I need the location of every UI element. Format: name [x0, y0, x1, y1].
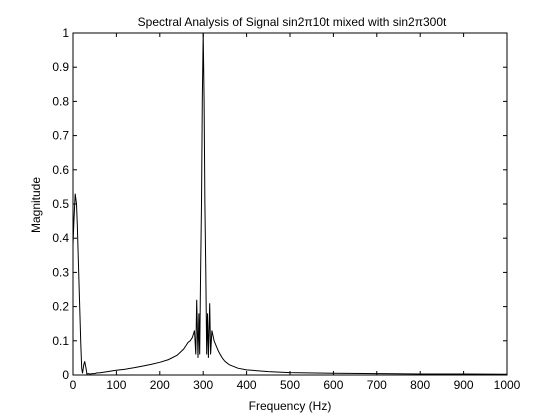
x-axis-label: Frequency (Hz) [249, 399, 332, 413]
x-tick-label: 100 [106, 378, 126, 392]
x-tick-label: 900 [454, 378, 474, 392]
x-tick-label: 600 [323, 378, 343, 392]
y-tick-label: 1 [62, 26, 69, 40]
plot-area-frame [72, 32, 508, 376]
y-tick-label: 0.6 [52, 163, 69, 177]
y-tick-label: 0.7 [52, 129, 69, 143]
y-tick-label: 0.4 [52, 231, 69, 245]
x-tick-label: 0 [70, 378, 77, 392]
x-tick-label: 400 [237, 378, 257, 392]
y-tick-label: 0.3 [52, 265, 69, 279]
x-tick-label: 800 [410, 378, 430, 392]
x-tick-label: 200 [150, 378, 170, 392]
y-tick-label: 0.9 [52, 60, 69, 74]
x-tick-label: 500 [280, 378, 300, 392]
x-tick-label: 1000 [494, 378, 521, 392]
y-axis-label: Magnitude [29, 177, 43, 233]
y-tick-label: 0.8 [52, 94, 69, 108]
y-tick-label: 0.2 [52, 300, 69, 314]
chart-title: Spectral Analysis of Signal sin2π10t mix… [138, 15, 447, 29]
y-tick-label: 0.1 [52, 334, 69, 348]
y-tick-label: 0 [62, 368, 69, 382]
x-tick-label: 300 [193, 378, 213, 392]
x-tick-label: 700 [367, 378, 387, 392]
magnitude-series-line [72, 32, 508, 375]
y-tick-label: 0.5 [52, 197, 69, 211]
